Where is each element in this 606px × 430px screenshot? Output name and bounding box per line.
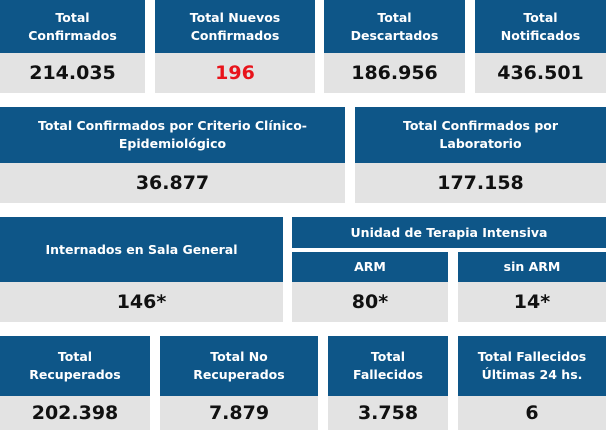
no-recuperados-label: Total No Recuperados — [160, 336, 318, 396]
uti-label: Unidad de Terapia Intensiva — [292, 217, 606, 248]
total-descartados-value: 186.956 — [324, 53, 465, 93]
fallecidos-24h-label: Total Fallecidos Últimas 24 hs. — [458, 336, 606, 396]
total-notificados-label: Total Notificados — [475, 0, 606, 53]
sala-general-value: 146* — [0, 282, 283, 322]
sin-arm-label: sin ARM — [458, 252, 606, 282]
sin-arm-value: 14* — [458, 282, 606, 322]
fallecidos-value: 3.758 — [328, 396, 448, 430]
no-recuperados-value: 7.879 — [160, 396, 318, 430]
confirmados-laboratorio-value: 177.158 — [355, 163, 606, 203]
total-confirmados-label: Total Confirmados — [0, 0, 145, 53]
total-descartados-label: Total Descartados — [324, 0, 465, 53]
confirmados-clinico-label: Total Confirmados por Criterio Clínico-E… — [0, 107, 345, 163]
sala-general-label: Internados en Sala General — [0, 217, 283, 282]
confirmados-clinico-value: 36.877 — [0, 163, 345, 203]
fallecidos-label: Total Fallecidos — [328, 336, 448, 396]
total-confirmados-value: 214.035 — [0, 53, 145, 93]
confirmados-laboratorio-label: Total Confirmados por Laboratorio — [355, 107, 606, 163]
total-notificados-value: 436.501 — [475, 53, 606, 93]
recuperados-label: Total Recuperados — [0, 336, 150, 396]
fallecidos-24h-value: 6 — [458, 396, 606, 430]
arm-value: 80* — [292, 282, 448, 322]
total-nuevos-confirmados-value: 196 — [155, 53, 315, 93]
total-nuevos-confirmados-label: Total Nuevos Confirmados — [155, 0, 315, 53]
arm-label: ARM — [292, 252, 448, 282]
recuperados-value: 202.398 — [0, 396, 150, 430]
